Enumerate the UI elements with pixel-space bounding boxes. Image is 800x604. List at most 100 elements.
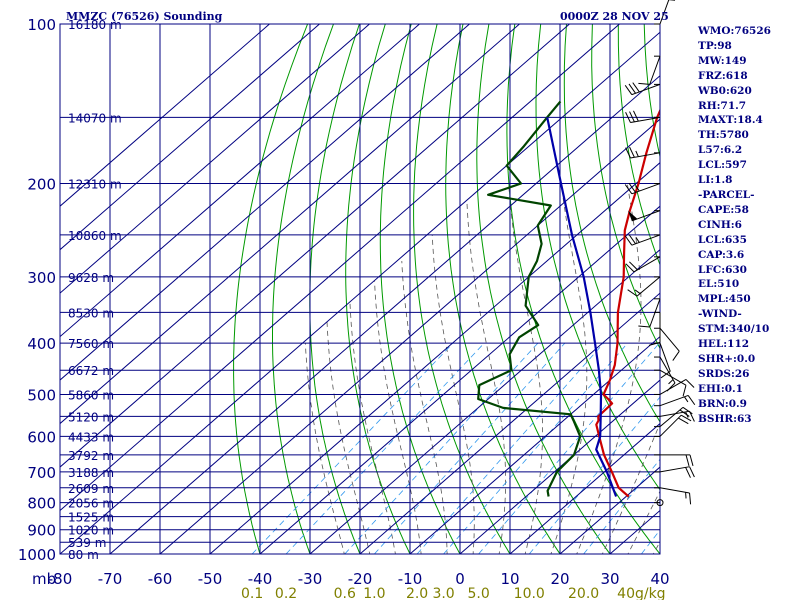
mixing-ratio-label: 2.0: [406, 586, 428, 600]
wind-barb-feather: [690, 455, 693, 466]
pressure-tick-label: 100: [27, 16, 56, 34]
pressure-tick-label: 900: [27, 522, 56, 540]
index-item: CINH:6: [698, 218, 771, 233]
temperature-tick-label: 0: [455, 570, 465, 588]
wind-barb-staff: [660, 328, 679, 351]
dry-adiabat-line: [346, 24, 416, 565]
plot-area: [0, 24, 800, 565]
wind-barb-half-feather: [684, 397, 687, 402]
index-item: TH:5780: [698, 128, 771, 143]
dry-adiabat-line: [310, 24, 365, 565]
index-item: WMO:76526: [698, 24, 771, 39]
wind-barb: [660, 455, 693, 466]
height-label: 5860 m: [68, 388, 114, 402]
moist-adiabat-line: [305, 343, 347, 565]
index-item: WB0:620: [698, 84, 771, 99]
index-item: STM:340/10: [698, 322, 771, 337]
index-item: RH:71.7: [698, 99, 771, 114]
dry-adiabat-line: [477, 24, 619, 565]
temperature-tick-label: -50: [198, 570, 223, 588]
wind-barb: [660, 415, 691, 436]
pressure-tick-label: 600: [27, 428, 56, 446]
index-item: LCL:597: [698, 158, 771, 173]
wind-barb-half-feather: [669, 380, 673, 384]
pressure-tick-label: 700: [27, 464, 56, 482]
index-item: -WIND-: [698, 307, 771, 322]
wind-barb-feather: [686, 467, 691, 477]
index-item: SHR+:0.0: [698, 352, 771, 367]
height-label: 5120 m: [68, 410, 114, 424]
index-item: MPL:450: [698, 292, 771, 307]
mixing-ratio-label: 20.0: [568, 586, 599, 600]
index-item: MAXT:18.4: [698, 113, 771, 128]
pressure-tick-label: 400: [27, 335, 56, 353]
pressure-unit-label: mb: [32, 570, 56, 588]
moist-adiabat-line: [375, 281, 423, 566]
mixing-ratio-line: [345, 343, 538, 554]
index-item: FRZ:618: [698, 69, 771, 84]
height-label: 7560 m: [68, 337, 114, 351]
mixing-ratio-line: [479, 343, 660, 554]
moist-adiabat-line: [572, 184, 641, 566]
dry-adiabat-line: [273, 24, 334, 565]
height-label: 4433 m: [68, 430, 114, 444]
wind-barb-feather: [686, 379, 694, 387]
mixing-ratio-label: 3.0: [432, 586, 454, 600]
mixing-ratio-label: 0.2: [275, 586, 297, 600]
index-item: -PARCEL-: [698, 188, 771, 203]
dry-adiabat-line: [414, 24, 517, 565]
height-label: 2056 m: [68, 497, 114, 511]
wind-barb: [660, 467, 694, 478]
temperature-tick-label: 20: [550, 570, 569, 588]
wind-barb-feather: [630, 147, 635, 157]
wind-barb: [625, 234, 660, 245]
wind-barb: [660, 395, 695, 405]
height-label: 3792 m: [68, 449, 114, 463]
wind-barb-staff: [660, 467, 690, 472]
height-label: 3188 m: [68, 466, 114, 480]
pressure-tick-label: 200: [27, 176, 56, 194]
wind-barb-staff: [660, 395, 688, 405]
height-label: 12310 m: [68, 178, 122, 192]
index-item: HEL:112: [698, 337, 771, 352]
wind-barb-feather: [633, 111, 638, 121]
wind-barb-staff: [650, 299, 660, 327]
wind-barb-feather: [686, 455, 689, 466]
height-label: 9628 m: [68, 271, 114, 285]
pressure-tick-label: 1000: [18, 546, 56, 564]
temperature-tick-label: -70: [98, 570, 123, 588]
height-label: 14070 m: [68, 111, 122, 125]
mixing-ratio-label: 40g/kg: [617, 586, 665, 600]
dry-adiabat-line: [774, 24, 800, 565]
isotherm-line: [160, 24, 770, 554]
temperature-tick-label: -30: [298, 570, 323, 588]
index-item: CAP:3.6: [698, 248, 771, 263]
pressure-tick-label: 800: [27, 495, 56, 513]
dry-adiabat-line: [380, 24, 466, 565]
mixing-ratio-label: 5.0: [467, 586, 489, 600]
index-item: EHI:0.1: [698, 382, 771, 397]
moist-adiabat-line: [350, 302, 397, 565]
mixing-ratio-label: 0.1: [241, 586, 263, 600]
mixing-ratio-line: [374, 343, 564, 554]
moist-adiabat-line: [402, 261, 447, 565]
height-label: 6672 m: [68, 364, 114, 378]
wind-barb-feather: [673, 351, 679, 360]
chart-title: MMZC (76526) Sounding: [66, 10, 222, 23]
index-item: BSHR:63: [698, 412, 771, 427]
wind-barb-feather: [690, 493, 691, 504]
wind-barb-staff: [660, 379, 686, 394]
mixing-ratio-label: 1.0: [363, 586, 385, 600]
index-item: LI:1.8: [698, 173, 771, 188]
wind-barb-staff: [660, 415, 681, 436]
index-item: TP:98: [698, 39, 771, 54]
observation-time: 0000Z 28 NOV 25: [560, 10, 669, 23]
index-item: EL:510: [698, 277, 771, 292]
pressure-tick-label: 300: [27, 269, 56, 287]
wind-barb-staff: [660, 343, 670, 371]
wind-barb-feather: [630, 112, 635, 122]
index-item: MW:149: [698, 54, 771, 69]
wind-barb-feather: [638, 326, 649, 327]
